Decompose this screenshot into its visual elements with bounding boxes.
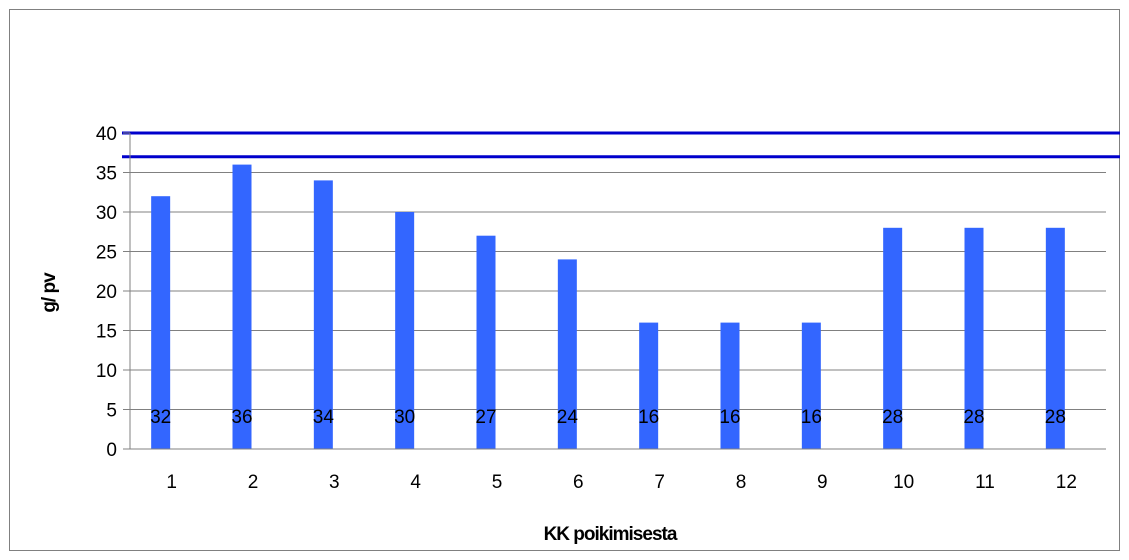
x-tick-label: 8	[736, 472, 747, 493]
bar	[557, 259, 577, 449]
bar	[232, 164, 252, 449]
y-tick-label: 5	[106, 401, 117, 422]
data-label: 28	[1045, 407, 1066, 428]
x-tick-label: 10	[893, 472, 914, 493]
bar	[1045, 227, 1065, 449]
x-tick-label: 12	[1056, 472, 1077, 493]
y-axis-title: g/ pv	[39, 272, 60, 313]
data-label: 24	[557, 407, 579, 428]
data-label: 32	[150, 407, 171, 428]
x-tick-label: 7	[654, 472, 665, 493]
data-labels: 32 36 34 30 27 24 16 16 16 28 28 28	[150, 407, 1066, 428]
x-tick-label: 3	[329, 472, 340, 493]
y-tick-labels: 0 5 10 15 20 25 30 35 40	[96, 124, 117, 461]
data-label: 36	[231, 407, 252, 428]
bar	[720, 322, 740, 449]
data-label: 30	[394, 407, 415, 428]
y-tick-label: 15	[96, 322, 117, 343]
bar	[476, 235, 496, 449]
x-tick-label: 5	[492, 472, 503, 493]
data-label: 16	[801, 407, 822, 428]
y-tick-label: 10	[96, 361, 117, 382]
data-label: 34	[313, 407, 335, 428]
y-tick-label: 20	[96, 282, 117, 303]
bar	[395, 212, 415, 449]
x-tick-label: 11	[975, 472, 995, 493]
x-tick-label: 2	[248, 472, 259, 493]
bar	[639, 322, 659, 449]
y-tick-label: 0	[106, 440, 117, 461]
x-tick-label: 4	[410, 472, 421, 493]
x-tick-labels: 1 2 3 4 5 6 7 8 9 10 11 12	[166, 472, 1077, 493]
data-label: 28	[882, 407, 903, 428]
bar-series	[151, 164, 1065, 449]
x-tick-label: 6	[573, 472, 584, 493]
bar	[964, 227, 984, 449]
bar	[883, 227, 903, 449]
data-label: 16	[719, 407, 740, 428]
y-tick-label: 25	[96, 243, 117, 264]
bar	[801, 322, 821, 449]
data-label: 16	[638, 407, 659, 428]
data-label: 28	[963, 407, 984, 428]
y-tick-label: 30	[96, 203, 117, 224]
x-tick-label: 9	[817, 472, 828, 493]
bar	[313, 180, 333, 449]
bar	[151, 196, 171, 449]
reference-lines	[122, 131, 1120, 159]
data-label: 27	[475, 407, 496, 428]
x-axis-title: KK poikimisesta	[544, 524, 678, 545]
axes	[123, 132, 1106, 450]
x-tick-label: 1	[166, 472, 177, 493]
gridlines	[130, 132, 1106, 410]
y-tick-label: 40	[96, 124, 117, 145]
y-tick-label: 35	[96, 164, 117, 185]
